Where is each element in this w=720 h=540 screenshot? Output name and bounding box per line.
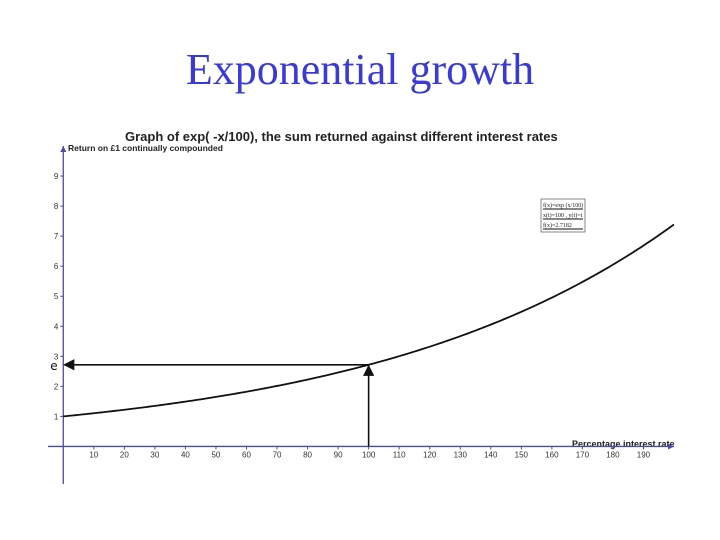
x-tick-label: 20 — [120, 450, 129, 459]
x-tick-label: 140 — [484, 450, 498, 459]
legend-box — [540, 198, 586, 233]
x-tick-label: 40 — [181, 450, 190, 459]
x-tick-label: 130 — [454, 450, 468, 459]
x-tick-label: 190 — [637, 450, 651, 459]
y-tick-label: 6 — [54, 262, 59, 271]
x-tick-label: 100 — [362, 450, 376, 459]
y-tick-label: 9 — [54, 172, 59, 181]
x-axis-label: Percentage interest rate — [572, 439, 675, 449]
y-tick-label: 1 — [54, 412, 59, 421]
x-tick-label: 60 — [242, 450, 251, 459]
x-tick-label: 110 — [393, 450, 406, 459]
y-tick-label: 4 — [54, 322, 59, 331]
y-tick-label: 5 — [54, 292, 59, 301]
slide-title: Exponential growth — [185, 45, 535, 94]
x-tick-label: 30 — [150, 450, 159, 459]
plot-area: 10 20 30 40 50 60 70 80 90 100 110 120 130 140 150 160 1… — [48, 146, 675, 484]
y-tick-label: 3 — [54, 352, 59, 361]
e-label: e — [50, 359, 57, 373]
legend-entry: f(x)=2.7182 — [543, 222, 572, 229]
x-tick-label: 160 — [545, 450, 559, 459]
y-tick-label: 8 — [54, 202, 59, 211]
x-tick-label: 150 — [515, 450, 529, 459]
y-tick-label: 7 — [54, 232, 59, 241]
x-tick-label: 80 — [303, 450, 312, 459]
x-tick-label: 170 — [576, 450, 590, 459]
x-tick-label: 120 — [423, 450, 437, 459]
x-tick-label: 50 — [211, 450, 220, 459]
legend: f(x)=exp (x/100) x(t)=100 , y(t)=t f(x)=2.… — [540, 198, 586, 233]
y-axis-arrow-icon — [60, 146, 67, 152]
x-tick-label: 70 — [273, 450, 282, 459]
y-axis-label: Return on £1 continually compounded — [68, 143, 223, 153]
x-tick-label: 10 — [89, 450, 98, 459]
x-axis-arrow-icon — [668, 443, 674, 450]
legend-entry: x(t)=100 , y(t)=t — [543, 212, 583, 219]
x-tick-label: 90 — [334, 450, 343, 459]
legend-entry: f(x)=exp (x/100) — [543, 202, 583, 209]
y-tick-label: 2 — [54, 382, 59, 391]
x-tick-label: 180 — [606, 450, 620, 459]
chart-title: Graph of exp( -x/100), the sum returned … — [125, 129, 558, 144]
